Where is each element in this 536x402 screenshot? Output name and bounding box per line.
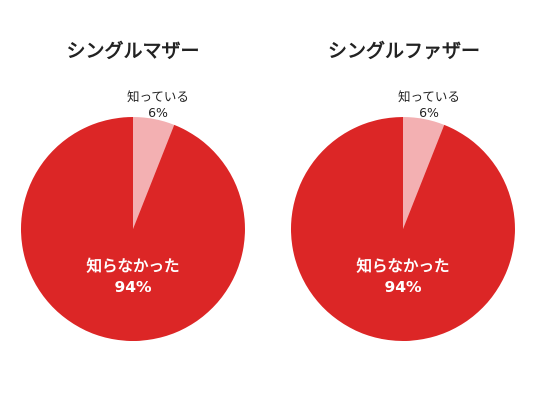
slice-value-unknown: 94% (384, 278, 422, 296)
slice-value-unknown: 94% (114, 278, 152, 296)
slice-label-known: 知っている (398, 89, 460, 104)
pie-slice-unknown (290, 116, 515, 342)
pie-slice-known (133, 117, 175, 229)
slice-label-unknown: 知らなかった (86, 256, 179, 275)
chart-title: シングルファザー (328, 39, 480, 62)
slice-value-known: 6% (148, 105, 168, 120)
pie-slice-unknown (20, 116, 245, 341)
slice-value-known: 6% (419, 105, 439, 120)
slice-label-unknown: 知らなかった (356, 256, 449, 275)
pie-chart-single-mother: シングルマザー 知っている 6% 知らなかった 94% (20, 39, 245, 341)
pie-chart-single-father: シングルファザー 知っている 6% 知らなかった 94% (290, 39, 515, 342)
pie-slice-known (403, 117, 445, 229)
chart-title: シングルマザー (66, 39, 199, 62)
slice-label-known: 知っている (127, 89, 189, 104)
